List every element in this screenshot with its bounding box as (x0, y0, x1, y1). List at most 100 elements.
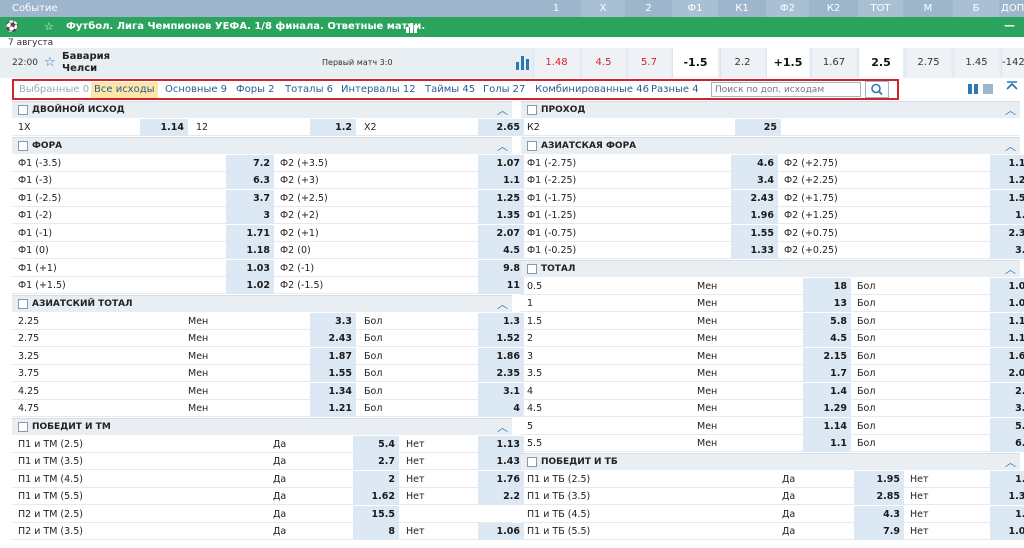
search-input[interactable] (711, 82, 861, 97)
stats-icon[interactable] (406, 22, 418, 33)
match-odd-cell[interactable]: 4.5 (581, 48, 625, 78)
odds-cell[interactable]: 1.29 (990, 172, 1024, 189)
match-odd-cell[interactable]: 2.2 (720, 48, 764, 78)
odds-cell[interactable]: 2.7 (353, 453, 399, 470)
odds-cell[interactable]: 3.1 (478, 382, 524, 400)
odds-cell[interactable]: 7.2 (226, 154, 274, 172)
odds-cell[interactable]: 1.12 (990, 312, 1024, 330)
odds-cell[interactable]: 4.6 (731, 154, 778, 172)
market-header[interactable]: АЗИАТСКАЯ ФОРА ︿ (521, 136, 1020, 154)
odds-cell[interactable]: 5.1 (990, 417, 1024, 435)
odds-cell[interactable]: 18 (803, 277, 851, 295)
odds-cell[interactable]: 1.39 (990, 488, 1024, 505)
collapse-market-icon[interactable]: ︿ (497, 139, 508, 153)
odds-cell[interactable]: 3.7 (226, 189, 274, 207)
team-away[interactable]: Челси (62, 63, 98, 74)
odds-cell[interactable]: 1.55 (731, 224, 778, 242)
odds-cell[interactable]: 25 (735, 119, 781, 136)
odds-cell[interactable]: 6.2 (990, 435, 1024, 452)
filter-tab[interactable]: Тоталы 6 (285, 84, 334, 95)
odds-cell[interactable]: 4 (478, 400, 524, 417)
odds-cell[interactable]: 1.03 (226, 259, 274, 277)
odds-cell[interactable]: 1.1 (478, 172, 524, 189)
odds-cell[interactable]: 5.4 (353, 435, 399, 453)
odds-cell[interactable]: 3.1 (990, 242, 1024, 259)
market-checkbox[interactable] (527, 105, 537, 115)
team-home[interactable]: Бавария (62, 51, 111, 62)
odds-cell[interactable]: 2.07 (478, 224, 524, 242)
odds-cell[interactable]: 3 (226, 207, 274, 224)
market-checkbox[interactable] (527, 140, 537, 151)
odds-cell[interactable]: 4.5 (478, 242, 524, 259)
odds-cell[interactable]: 2.85 (854, 488, 904, 505)
odds-cell[interactable]: 1.4 (803, 382, 851, 400)
odds-cell[interactable]: 1.71 (226, 224, 274, 242)
odds-cell[interactable]: 13 (803, 295, 851, 312)
odds-cell[interactable]: 1.43 (478, 453, 524, 470)
odds-cell[interactable]: 1.55 (310, 365, 356, 382)
filter-tab[interactable]: Выбранные 0 (19, 84, 90, 95)
market-header[interactable]: ФОРА ︿ (12, 136, 512, 154)
filter-tab[interactable]: Интервалы 12 (341, 84, 416, 95)
odds-cell[interactable]: 15.5 (353, 505, 399, 523)
market-checkbox[interactable] (18, 140, 28, 151)
market-checkbox[interactable] (527, 456, 537, 467)
league-bar[interactable]: ⚽ ☆ Футбол. Лига Чемпионов УЕФА. 1/8 фин… (0, 17, 1024, 37)
odds-cell[interactable]: 5.8 (803, 312, 851, 330)
odds-cell[interactable]: 4.5 (803, 330, 851, 347)
match-odd-cell[interactable]: -1.5 (672, 48, 718, 78)
market-header[interactable]: ПОБЕДИТ И ТБ ︿ (521, 452, 1020, 470)
collapse-market-icon[interactable]: ︿ (1005, 104, 1016, 117)
odds-cell[interactable]: 1.29 (803, 400, 851, 417)
odds-cell[interactable]: 1.01 (990, 277, 1024, 295)
odds-cell[interactable]: 3.4 (731, 172, 778, 189)
collapse-market-icon[interactable]: ︿ (497, 104, 508, 117)
odds-cell[interactable]: 2.36 (990, 224, 1024, 242)
match-odd-cell[interactable]: 1.45 (953, 48, 999, 78)
odds-cell[interactable]: 1.8 (990, 207, 1024, 224)
collapse-market-icon[interactable]: ︿ (1005, 455, 1016, 469)
collapse-market-icon[interactable]: ︿ (497, 297, 508, 311)
odds-cell[interactable]: 1.65 (990, 347, 1024, 365)
odds-cell[interactable]: 1.01 (990, 295, 1024, 312)
odds-cell[interactable]: 1.13 (478, 435, 524, 453)
odds-cell[interactable]: 2 (353, 470, 399, 488)
match-odd-cell[interactable]: 2.75 (905, 48, 951, 78)
odds-cell[interactable]: 8 (353, 523, 399, 540)
odds-cell[interactable]: 2.15 (803, 347, 851, 365)
odds-cell[interactable]: 1.95 (854, 470, 904, 488)
market-checkbox[interactable] (18, 421, 28, 432)
collapse-market-icon[interactable]: ︿ (1005, 262, 1016, 276)
odds-cell[interactable]: 1.86 (478, 347, 524, 365)
odds-cell[interactable]: 1.07 (478, 154, 524, 172)
odds-cell[interactable]: 9.8 (478, 259, 524, 277)
odds-cell[interactable]: 1.2 (310, 119, 356, 136)
filter-tab[interactable]: Форы 2 (236, 84, 275, 95)
odds-cell[interactable]: 1.02 (226, 277, 274, 294)
collapse-market-icon[interactable]: ︿ (497, 420, 508, 434)
odds-cell[interactable]: 3.4 (990, 400, 1024, 417)
odds-cell[interactable]: 2.8 (990, 382, 1024, 400)
one-column-view-icon[interactable] (983, 84, 993, 94)
odds-cell[interactable]: 1.2 (990, 505, 1024, 523)
collapse-market-icon[interactable]: ︿ (1005, 139, 1016, 153)
odds-cell[interactable]: 1.21 (310, 400, 356, 417)
odds-cell[interactable]: 2.08 (990, 365, 1024, 382)
filter-tab[interactable]: Голы 27 (483, 84, 526, 95)
odds-cell[interactable]: 1.52 (478, 330, 524, 347)
odds-cell[interactable]: 1.1 (803, 435, 851, 452)
odds-cell[interactable]: 1.51 (990, 189, 1024, 207)
odds-cell[interactable]: 1.87 (310, 347, 356, 365)
favorite-star-icon[interactable]: ☆ (44, 55, 56, 70)
odds-cell[interactable]: 7.9 (854, 523, 904, 540)
filter-tab[interactable]: Комбинированные 46 (535, 84, 649, 95)
odds-cell[interactable]: 2.43 (731, 189, 778, 207)
odds-cell[interactable]: 1.06 (990, 523, 1024, 540)
odds-cell[interactable]: 2.2 (478, 488, 524, 505)
market-header[interactable]: ПРОХОД ︿ (521, 101, 1020, 118)
market-header[interactable]: ТОТАЛ ︿ (521, 259, 1020, 277)
odds-cell[interactable]: 1.14 (803, 417, 851, 435)
filter-tab[interactable]: Таймы 45 (425, 84, 476, 95)
odds-cell[interactable]: 1.18 (226, 242, 274, 259)
collapse-all-icon[interactable] (1004, 80, 1020, 96)
